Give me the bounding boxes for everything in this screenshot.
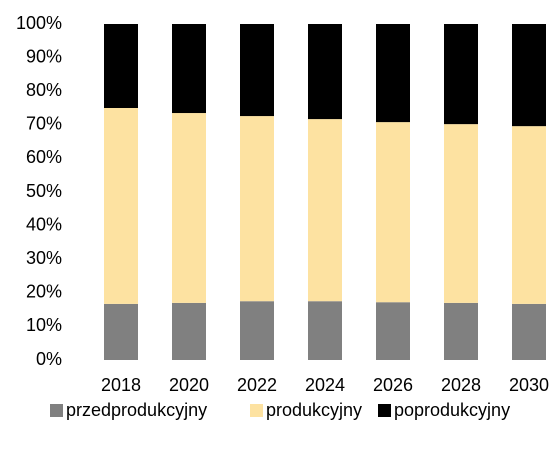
- bar-segment: [104, 303, 138, 360]
- x-tick-label: 2026: [373, 375, 413, 395]
- legend-swatch: [378, 404, 391, 417]
- bar-segment: [376, 302, 410, 360]
- bar-segment: [444, 302, 478, 360]
- bar-segment: [512, 126, 546, 304]
- bar-segment: [376, 24, 410, 123]
- y-tick-label: 10%: [26, 315, 62, 335]
- bar-segment: [308, 119, 342, 302]
- bar-segment: [308, 24, 342, 120]
- bar-segment: [444, 124, 478, 303]
- y-tick-label: 50%: [26, 181, 62, 201]
- y-tick-label: 70%: [26, 114, 62, 134]
- x-tick-label: 2018: [101, 375, 141, 395]
- legend-label: produkcyjny: [266, 400, 362, 420]
- bar-segment: [376, 122, 410, 303]
- y-tick-label: 60%: [26, 147, 62, 167]
- legend-swatch: [250, 404, 263, 417]
- bar-segment: [240, 116, 274, 302]
- bar-segment: [512, 303, 546, 360]
- bar-segment: [172, 302, 206, 360]
- bar-segment: [240, 24, 274, 117]
- legend-label: poprodukcyjny: [394, 400, 510, 420]
- bar-segment: [172, 113, 206, 303]
- bar-segment: [240, 301, 274, 360]
- y-tick-label: 40%: [26, 214, 62, 234]
- bar-segment: [104, 24, 138, 108]
- y-tick-label: 30%: [26, 248, 62, 268]
- x-tick-label: 2028: [441, 375, 481, 395]
- y-tick-label: 80%: [26, 80, 62, 100]
- x-tick-label: 2020: [169, 375, 209, 395]
- bar-segment: [308, 301, 342, 360]
- bar-segment: [104, 108, 138, 304]
- legend-label: przedprodukcyjny: [66, 400, 207, 420]
- y-tick-label: 20%: [26, 282, 62, 302]
- y-tick-label: 100%: [16, 13, 62, 33]
- legend-swatch: [50, 404, 63, 417]
- bar-segment: [512, 24, 546, 127]
- y-tick-label: 90%: [26, 46, 62, 66]
- bar-segment: [444, 24, 478, 125]
- bar-segment: [172, 24, 206, 114]
- y-tick-label: 0%: [36, 349, 62, 369]
- x-tick-label: 2022: [237, 375, 277, 395]
- x-tick-label: 2024: [305, 375, 345, 395]
- x-tick-label: 2030: [509, 375, 549, 395]
